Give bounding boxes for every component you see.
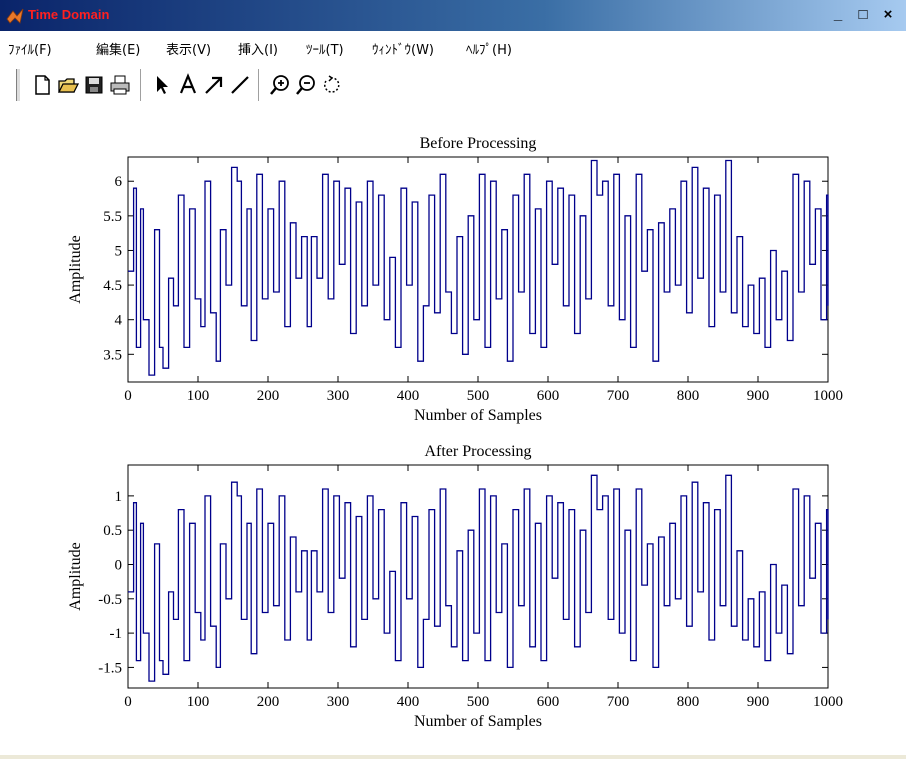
x-tick-label: 800 (677, 388, 700, 404)
zoom-in-icon[interactable] (268, 73, 292, 97)
x-tick-label: 1000 (813, 388, 843, 404)
x-tick-label: 600 (537, 388, 560, 404)
menu-help[interactable]: ﾍﾙﾌﾟ(H) (466, 43, 512, 58)
menu-insert[interactable]: 挿入(I) (238, 43, 278, 58)
x-tick-label: 500 (467, 388, 490, 404)
y-axis-label: Amplitude (67, 235, 84, 303)
chart-2: After Processing 0 100 200 300 400 500 600 700 80… (67, 443, 843, 730)
window-title: Time Domain (28, 7, 110, 22)
x-tick-label: 0 (124, 388, 132, 404)
close-button[interactable]: × (883, 6, 893, 23)
x-tick-label: 300 (327, 388, 350, 404)
x-tick-label: 600 (537, 694, 560, 710)
x-tick-label: 400 (397, 388, 420, 404)
select-arrow-icon[interactable] (150, 73, 174, 97)
rotate-icon[interactable] (320, 73, 344, 97)
series-line (128, 159, 829, 376)
toolbar-separator (140, 69, 144, 101)
x-tick-label: 1000 (813, 694, 843, 710)
y-tick-label: -0.5 (98, 592, 122, 608)
print-icon[interactable] (108, 73, 132, 97)
insert-text-icon[interactable] (176, 73, 200, 97)
menu-bar: ﾌｧｲﾙ(F) 編集(E) 表示(V) 挿入(I) ﾂｰﾙ(T) ｳｨﾝﾄﾞｳ(… (0, 31, 906, 61)
x-axis-label: Number of Samples (414, 713, 542, 730)
chart-title: After Processing (424, 443, 531, 460)
menu-window[interactable]: ｳｨﾝﾄﾞｳ(W) (372, 43, 434, 58)
x-axis-label: Number of Samples (414, 407, 542, 424)
y-tick-label: 4.5 (103, 278, 122, 294)
maximize-button[interactable]: □ (858, 6, 868, 23)
x-tick-label: 700 (607, 388, 630, 404)
title-bar[interactable]: Time Domain _ □ × (0, 0, 906, 31)
x-tick-label: 900 (747, 694, 770, 710)
menu-edit[interactable]: 編集(E) (96, 43, 141, 58)
y-tick-label: 0 (115, 557, 123, 573)
plot-area (127, 464, 829, 689)
toolbar (0, 63, 906, 108)
x-tick-label: 300 (327, 694, 350, 710)
y-tick-label: 6 (115, 174, 123, 190)
y-tick-label: 1 (115, 489, 123, 505)
x-tick-label: 900 (747, 388, 770, 404)
zoom-out-icon[interactable] (294, 73, 318, 97)
x-tick-label: 200 (257, 694, 280, 710)
x-tick-label: 200 (257, 388, 280, 404)
y-tick-label: -1 (110, 626, 123, 642)
y-axis-label: Amplitude (67, 542, 84, 610)
y-tick-label: 5 (115, 243, 123, 259)
x-tick-label: 100 (187, 694, 210, 710)
chart-title: Before Processing (420, 135, 537, 152)
plot-area (127, 156, 829, 383)
toolbar-grip[interactable] (16, 69, 21, 101)
x-tick-label: 400 (397, 694, 420, 710)
y-tick-label: 3.5 (103, 347, 122, 363)
y-tick-label: 0.5 (103, 523, 122, 539)
minimize-button[interactable]: _ (833, 6, 843, 23)
y-tick-label: -1.5 (98, 660, 122, 676)
figure-canvas: Before Processing 0 100 200 300 400 500 600 700 8… (4, 108, 906, 755)
new-file-icon[interactable] (30, 73, 54, 97)
menu-file[interactable]: ﾌｧｲﾙ(F) (8, 43, 52, 58)
y-tick-label: 4 (115, 313, 123, 329)
insert-arrow-icon[interactable] (202, 73, 226, 97)
x-tick-label: 800 (677, 694, 700, 710)
menu-tools[interactable]: ﾂｰﾙ(T) (306, 43, 344, 58)
series-line (128, 474, 829, 682)
x-tick-label: 700 (607, 694, 630, 710)
open-file-icon[interactable] (56, 73, 80, 97)
toolbar-separator (258, 69, 262, 101)
chart-1: Before Processing 0 100 200 300 400 500 600 700 8… (67, 135, 843, 424)
x-tick-label: 500 (467, 694, 490, 710)
y-tick-label: 5.5 (103, 209, 122, 225)
insert-line-icon[interactable] (228, 73, 252, 97)
x-tick-label: 0 (124, 694, 132, 710)
x-tick-label: 100 (187, 388, 210, 404)
matlab-icon (6, 8, 24, 24)
save-icon[interactable] (82, 73, 106, 97)
menu-view[interactable]: 表示(V) (166, 43, 212, 58)
